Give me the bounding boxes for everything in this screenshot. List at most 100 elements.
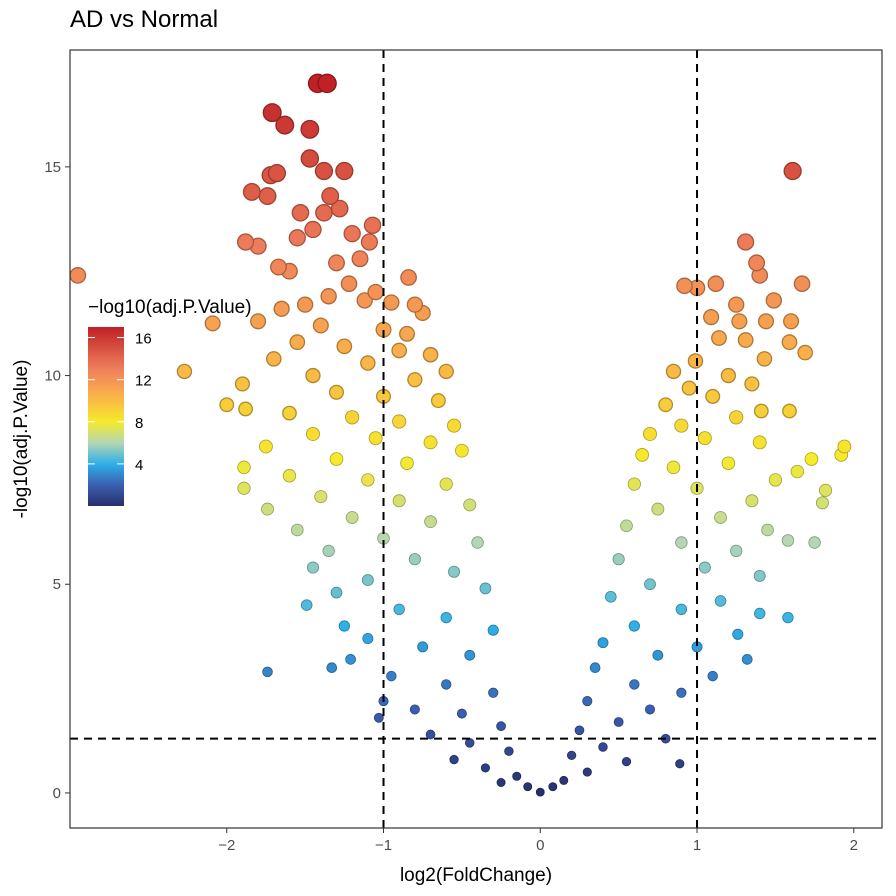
- data-point: [315, 203, 333, 222]
- data-point: [456, 708, 467, 719]
- data-point: [204, 315, 221, 332]
- data-point: [362, 632, 374, 645]
- data-point: [367, 283, 384, 301]
- data-point: [765, 292, 783, 309]
- data-point: [745, 494, 759, 508]
- data-point: [314, 490, 328, 504]
- data-point: [282, 469, 297, 483]
- data-point: [441, 679, 452, 690]
- data-point: [238, 401, 253, 417]
- data-point: [523, 782, 533, 792]
- data-point: [703, 309, 720, 326]
- data-point: [345, 654, 356, 665]
- data-point: [757, 313, 775, 330]
- data-point: [781, 534, 795, 547]
- data-point: [463, 498, 477, 512]
- data-point: [328, 254, 345, 272]
- data-point: [737, 332, 754, 348]
- data-point: [711, 330, 727, 346]
- data-point: [818, 483, 833, 497]
- data-point: [768, 473, 783, 487]
- data-point: [464, 649, 476, 661]
- data-point: [783, 313, 800, 330]
- data-point: [658, 397, 674, 413]
- data-point: [620, 519, 633, 533]
- data-point: [448, 565, 461, 578]
- data-point: [447, 418, 462, 433]
- data-point: [300, 149, 320, 168]
- data-point: [407, 372, 423, 388]
- data-point: [761, 523, 774, 537]
- data-point: [386, 670, 397, 682]
- data-point: [674, 418, 689, 433]
- data-point: [782, 611, 794, 624]
- data-point: [338, 620, 350, 632]
- data-point: [237, 481, 251, 495]
- data-point: [598, 742, 608, 752]
- data-point: [651, 502, 665, 516]
- data-point: [613, 717, 624, 727]
- data-point: [566, 750, 577, 761]
- data-point: [340, 275, 358, 293]
- data-point: [471, 536, 484, 549]
- data-point: [360, 355, 376, 371]
- data-point: [236, 233, 255, 251]
- chart-title: AD vs Normal: [70, 6, 219, 33]
- data-point: [582, 767, 592, 777]
- plot-panel-border: [69, 49, 883, 829]
- data-point: [312, 317, 329, 334]
- legend-tick-label: 8: [135, 415, 143, 432]
- data-point: [300, 599, 313, 611]
- data-point: [368, 431, 383, 446]
- data-point: [321, 187, 340, 206]
- y-tick-label: 5: [53, 576, 61, 593]
- data-point: [219, 397, 235, 413]
- data-point: [258, 187, 277, 206]
- data-point: [714, 595, 727, 607]
- data-point: [409, 704, 420, 715]
- data-point: [425, 729, 436, 740]
- data-point: [430, 393, 446, 409]
- legend-colorbar: [88, 327, 124, 506]
- data-point: [621, 757, 632, 767]
- data-point: [676, 277, 693, 295]
- data-point: [512, 771, 522, 781]
- data-point: [729, 410, 744, 425]
- data-point: [559, 775, 569, 785]
- data-point: [343, 224, 361, 243]
- data-point: [675, 536, 688, 549]
- data-point: [440, 611, 452, 624]
- data-point: [335, 161, 354, 181]
- data-point: [675, 759, 685, 769]
- data-point: [296, 296, 314, 313]
- data-point: [479, 582, 492, 595]
- data-point: [267, 164, 287, 183]
- data-point: [373, 712, 384, 723]
- data-point: [455, 443, 469, 458]
- data-point: [266, 351, 282, 367]
- data-point: [748, 254, 766, 272]
- data-point: [69, 267, 87, 284]
- x-tick-label: 0: [536, 837, 544, 854]
- data-point: [417, 641, 429, 653]
- data-point: [176, 363, 193, 380]
- data-point: [400, 456, 414, 470]
- data-point: [752, 435, 767, 450]
- data-point: [496, 778, 506, 787]
- data-point: [605, 590, 617, 603]
- data-point: [665, 363, 682, 380]
- data-point: [705, 388, 721, 404]
- legend-tick-label: 4: [135, 457, 143, 474]
- data-point: [356, 292, 373, 309]
- data-point: [652, 649, 664, 661]
- data-point: [317, 73, 337, 94]
- data-point: [628, 620, 640, 632]
- data-point: [291, 523, 304, 537]
- data-point: [753, 403, 769, 419]
- data-point: [392, 494, 406, 508]
- legend-tick-label: 16: [135, 331, 152, 348]
- y-axis-label: -log10(adj.P.Value): [11, 360, 32, 519]
- data-point: [250, 313, 267, 330]
- data-point: [793, 275, 811, 293]
- data-point: [237, 460, 251, 475]
